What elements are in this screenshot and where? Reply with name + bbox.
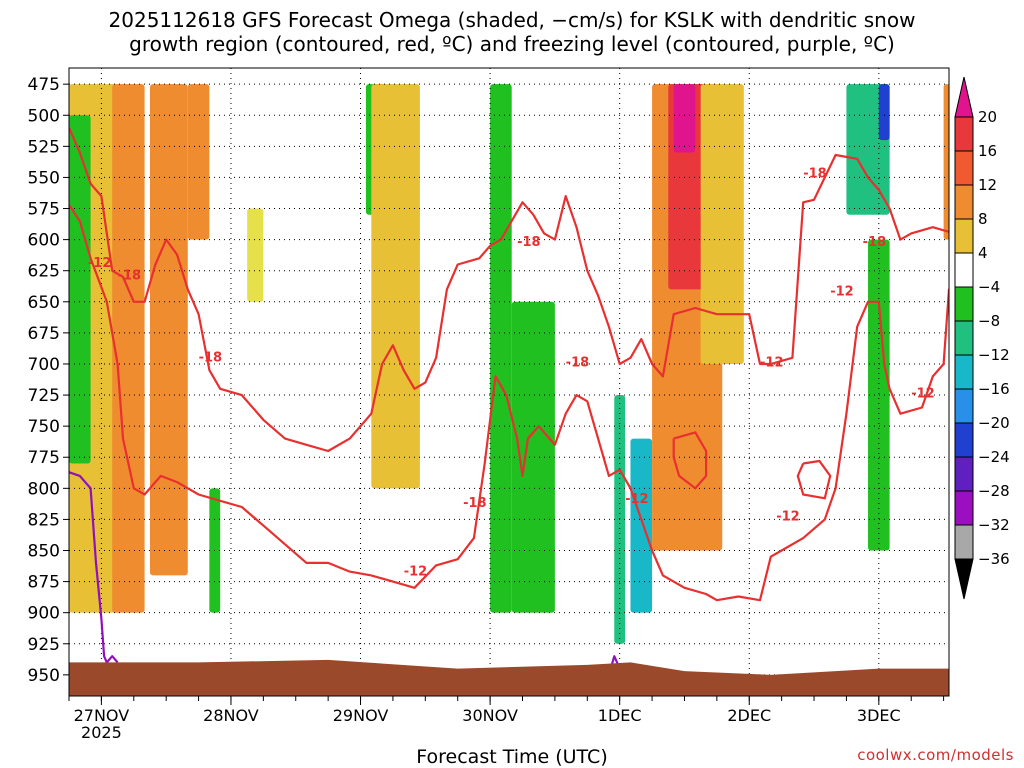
colorbar-label: −36 <box>978 550 1010 568</box>
colorbar-bottom-arrow <box>954 558 974 600</box>
y-tick-label: 575 <box>28 200 60 220</box>
colorbar-label: −4 <box>978 278 1000 296</box>
omega-shade-region <box>149 84 188 576</box>
x-tick-label: 30NOV <box>462 706 518 725</box>
y-tick-label: 900 <box>28 604 60 624</box>
colorbar-label: 4 <box>978 244 988 262</box>
colorbar-label: 8 <box>978 210 988 228</box>
colorbar-label: 16 <box>978 142 997 160</box>
omega-shade-region <box>878 84 890 141</box>
y-tick-label: 800 <box>28 479 60 499</box>
omega-shade-region <box>187 84 210 240</box>
y-tick-label: 700 <box>28 355 60 375</box>
colorbar-label: −16 <box>978 380 1010 398</box>
omega-shade-region <box>630 438 653 613</box>
chart-title-line-1: 2025112618 GFS Forecast Omega (shaded, −… <box>108 8 916 32</box>
y-tick-label: 775 <box>28 448 60 468</box>
y-tick-label: 550 <box>28 168 60 188</box>
colorbar-segment <box>954 218 974 254</box>
y-tick-label: 875 <box>28 573 60 593</box>
colorbar-segment <box>954 184 974 220</box>
colorbar-segment <box>954 116 974 152</box>
y-tick-label: 750 <box>28 417 60 437</box>
contour-label: -18 <box>118 268 142 283</box>
omega-shade-region <box>112 84 145 613</box>
contour-label: -12 <box>625 492 649 507</box>
x-tick-label: 27NOV <box>74 706 130 725</box>
y-tick-label: 625 <box>28 262 60 282</box>
y-tick-label: 950 <box>28 666 60 686</box>
x-year-label: 2025 <box>81 723 122 742</box>
omega-shade-region <box>673 84 696 153</box>
colorbar-label: −8 <box>978 312 1000 330</box>
colorbar-segment <box>954 252 974 288</box>
colorbar-top-arrow <box>954 76 974 118</box>
omega-shade-region <box>371 84 420 489</box>
x-tick-label: 29NOV <box>333 706 389 725</box>
contour-label: -18 <box>566 355 590 370</box>
y-tick-label: 925 <box>28 635 60 655</box>
omega-shade-region <box>943 84 949 240</box>
contour-line <box>69 204 949 602</box>
contour-label: -12 <box>776 510 800 525</box>
contour-line <box>69 127 949 453</box>
colorbar-segment <box>954 388 974 424</box>
y-tick-label: 825 <box>28 510 60 530</box>
colorbar-segment <box>954 150 974 186</box>
y-tick-label: 475 <box>28 75 60 95</box>
contour-line <box>69 471 119 664</box>
credit-text: coolwx.com/models <box>857 746 1014 764</box>
y-tick-label: 675 <box>28 324 60 344</box>
y-tick-label: 525 <box>28 137 60 157</box>
contour-label: -12 <box>911 387 935 402</box>
colorbar-segment <box>954 320 974 356</box>
colorbar-label: −32 <box>978 516 1010 534</box>
plot-frame <box>68 67 950 697</box>
contour-label: -12 <box>830 285 854 300</box>
contour-label: -12 <box>404 564 428 579</box>
contour-label: -18 <box>517 235 541 250</box>
x-tick-label: 1DEC <box>598 706 642 725</box>
contour-label: -18 <box>199 350 223 365</box>
contour-label: -18 <box>863 235 887 250</box>
colorbar-segment <box>954 490 974 526</box>
x-tick-label: 28NOV <box>203 706 259 725</box>
colorbar-segment <box>954 524 974 560</box>
terrain-ground <box>69 659 949 696</box>
contour-lobe <box>796 459 832 500</box>
omega-shade-region <box>69 115 91 464</box>
colorbar-label: −28 <box>978 482 1010 500</box>
omega-shade-region <box>700 84 744 364</box>
contour-lobe <box>672 431 708 490</box>
y-tick-label: 500 <box>28 106 60 126</box>
x-axis-title: Forecast Time (UTC) <box>416 746 608 768</box>
colorbar-label: −24 <box>978 448 1010 466</box>
x-tick-label: 3DEC <box>857 706 901 725</box>
contour-label: -18 <box>803 166 827 181</box>
contour-label: -12 <box>88 256 112 271</box>
chart-title-line-2: growth region (contoured, red, ºC) and f… <box>129 32 895 56</box>
y-tick-label: 650 <box>28 293 60 313</box>
y-tick-label: 725 <box>28 386 60 406</box>
omega-shade-region <box>511 301 555 613</box>
omega-shade-region <box>247 208 264 302</box>
colorbar-segment <box>954 456 974 492</box>
colorbar-label: −20 <box>978 414 1010 432</box>
colorbar-label: 12 <box>978 176 997 194</box>
colorbar-label: 20 <box>978 108 997 126</box>
contour-label: -18 <box>463 496 487 511</box>
omega-shade-region <box>868 239 890 551</box>
colorbar-segment <box>954 286 974 322</box>
colorbar-label: −12 <box>978 346 1010 364</box>
colorbar-segment <box>954 422 974 458</box>
colorbar-segment <box>954 354 974 390</box>
contour-label: -12 <box>760 355 784 370</box>
omega-shade-region <box>490 84 512 613</box>
x-tick-label: 2DEC <box>727 706 771 725</box>
y-tick-label: 600 <box>28 231 60 251</box>
y-tick-label: 850 <box>28 542 60 562</box>
